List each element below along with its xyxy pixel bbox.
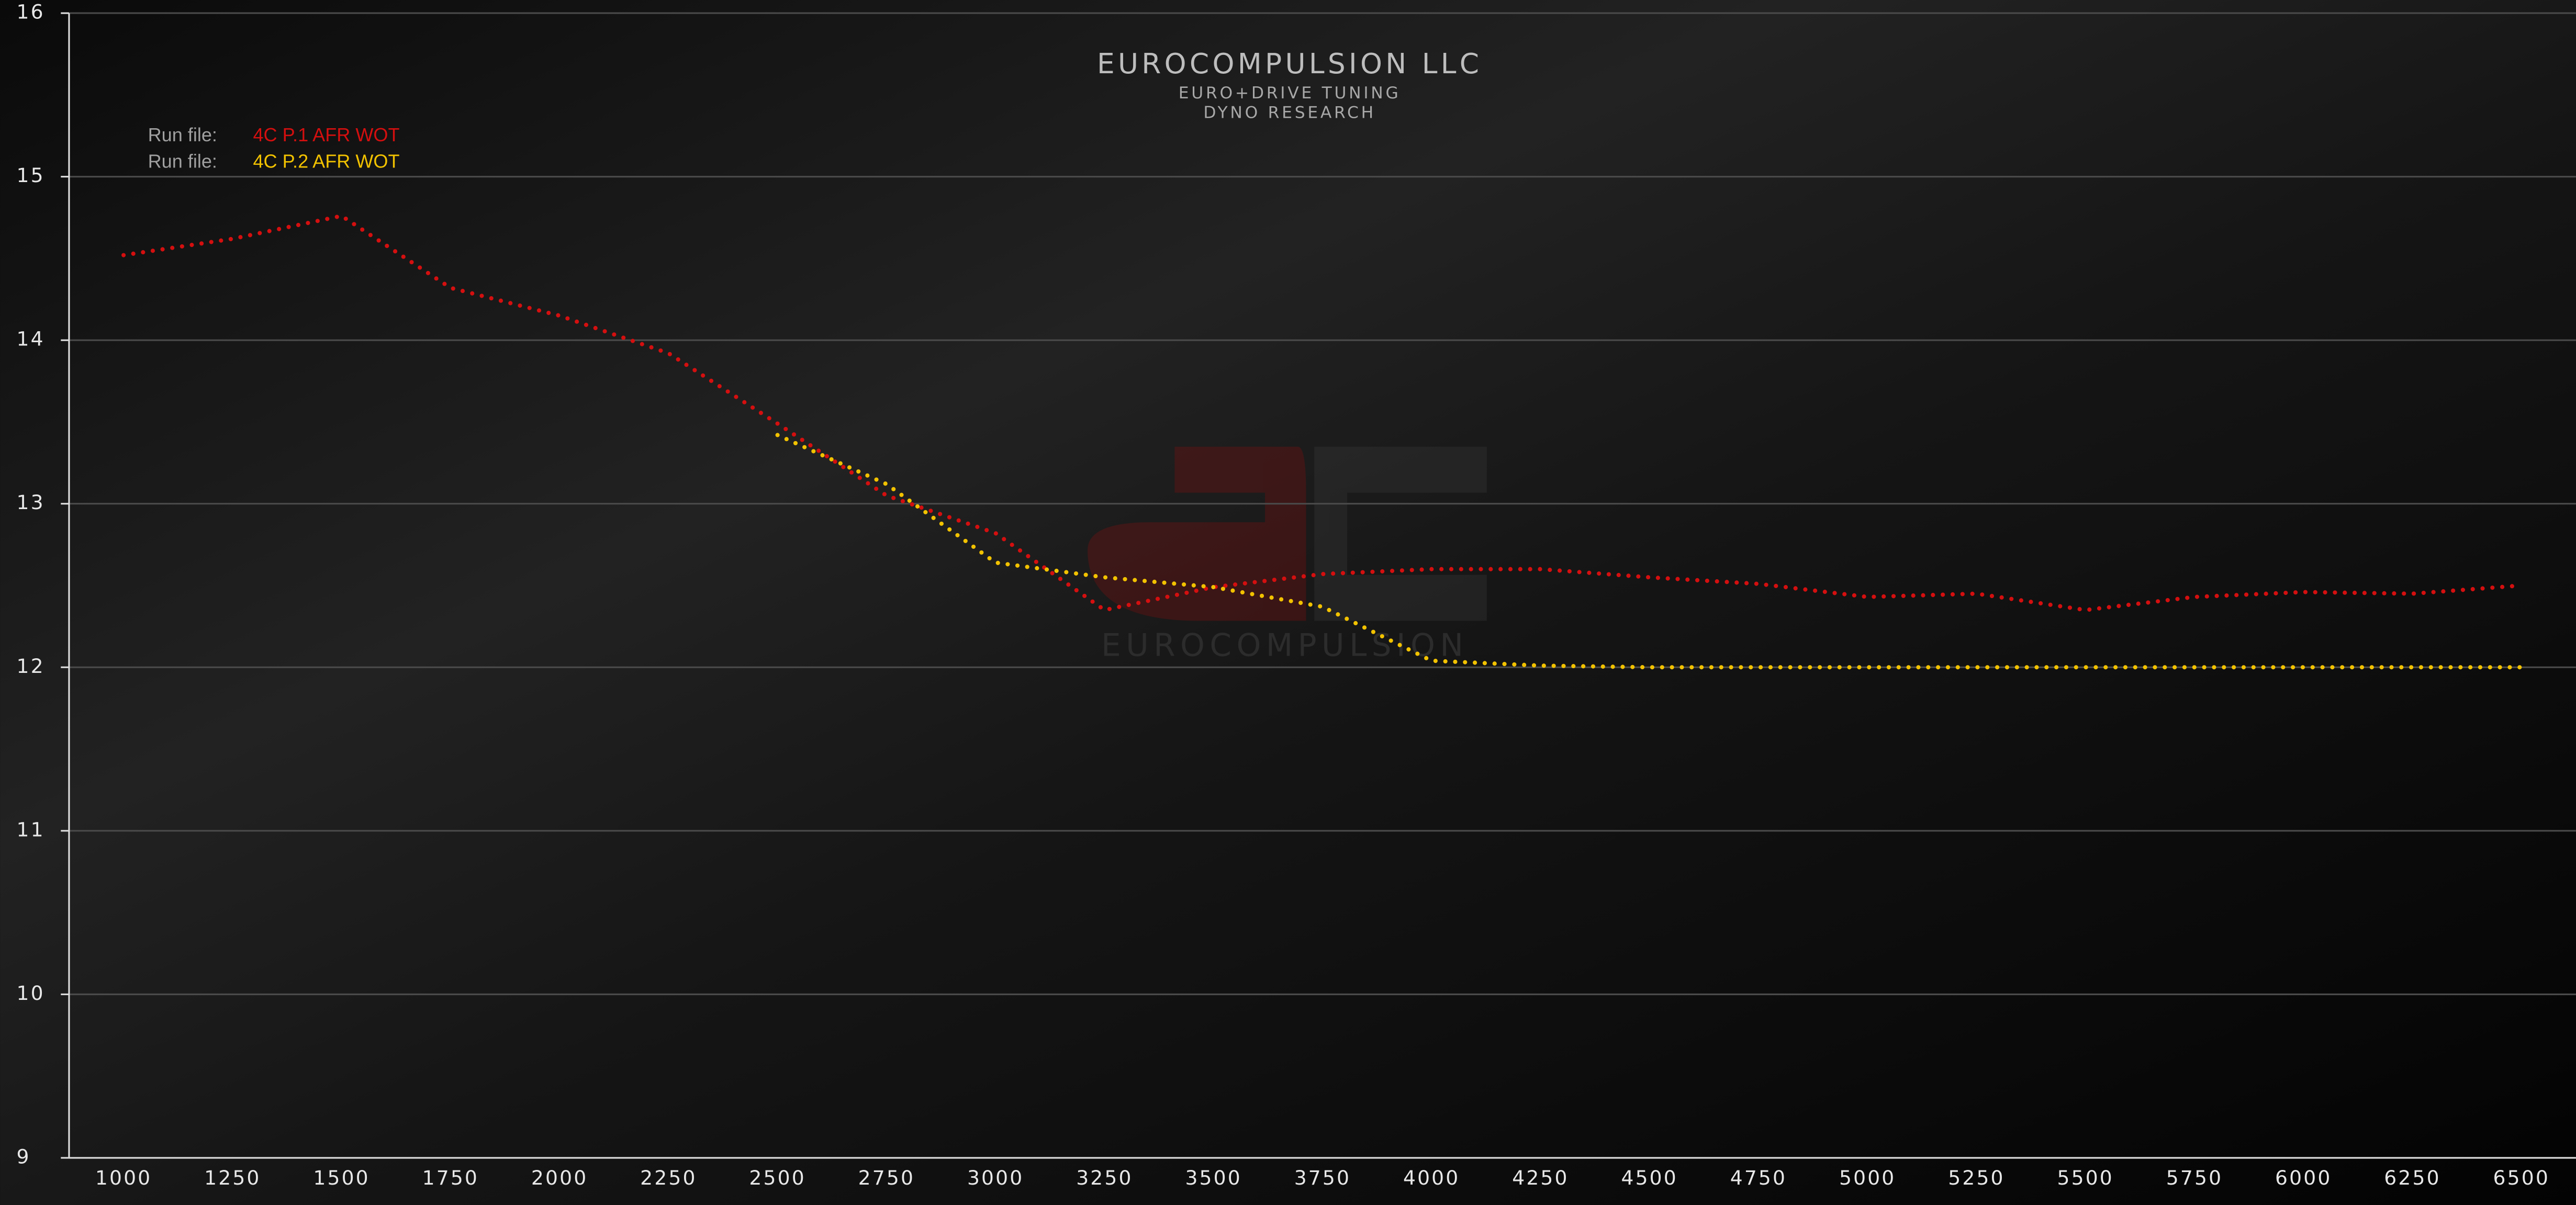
x-tick-label: 3750 [1294, 1166, 1351, 1189]
x-tick-label: 5500 [2057, 1166, 2114, 1189]
x-tick-label: 2250 [640, 1166, 697, 1189]
x-tick-label: 1000 [95, 1166, 152, 1189]
y-tick-label: 14 [17, 328, 45, 351]
y-tick-label: 12 [17, 655, 45, 678]
chart-title: EUROCOMPULSION LLC [1097, 47, 1482, 80]
series-line [121, 213, 2524, 613]
legend-prefix: Run file: [148, 150, 217, 172]
x-tick-label: 2000 [531, 1166, 588, 1189]
x-tick-label: 4250 [1512, 1166, 1569, 1189]
x-tick-label: 3250 [1076, 1166, 1133, 1189]
x-tick-label: 2500 [749, 1166, 805, 1189]
x-tick-label: 1500 [313, 1166, 369, 1189]
x-tick-label: 6250 [2384, 1166, 2440, 1189]
y-tick-label: 10 [17, 982, 45, 1005]
legend-prefix: Run file: [148, 124, 217, 145]
legend-label: 4C P.2 AFR WOT [253, 150, 400, 172]
x-tick-label: 4750 [1730, 1166, 1787, 1189]
x-tick-label: 3000 [967, 1166, 1024, 1189]
x-tick-label: 5250 [1948, 1166, 2004, 1189]
x-tick-label: 4000 [1403, 1166, 1460, 1189]
logo [1088, 446, 1487, 621]
y-tick-label: 13 [17, 491, 45, 514]
x-tick-label: 5750 [2166, 1166, 2223, 1189]
watermark: EUROCOMPULSION [1101, 627, 1468, 663]
x-tick-label: 5000 [1839, 1166, 1896, 1189]
x-tick-label: 3500 [1185, 1166, 1241, 1189]
y-tick-label: 15 [17, 164, 45, 187]
y-tick-label: 11 [17, 818, 45, 841]
x-tick-label: 4500 [1621, 1166, 1677, 1189]
x-tick-label: 2750 [858, 1166, 915, 1189]
series-line [775, 433, 2524, 670]
y-tick-label: 9 [17, 1145, 31, 1168]
x-tick-label: 1250 [204, 1166, 261, 1189]
y-tick-label: 16 [17, 1, 45, 24]
legend-label: 4C P.1 AFR WOT [253, 124, 400, 145]
x-tick-label: 6500 [2493, 1166, 2550, 1189]
chart-subtitle: EURO+DRIVE TUNING [1179, 84, 1401, 103]
x-tick-label: 6000 [2275, 1166, 2332, 1189]
x-tick-label: 1750 [422, 1166, 479, 1189]
chart-subtitle: DYNO RESEARCH [1203, 104, 1376, 122]
